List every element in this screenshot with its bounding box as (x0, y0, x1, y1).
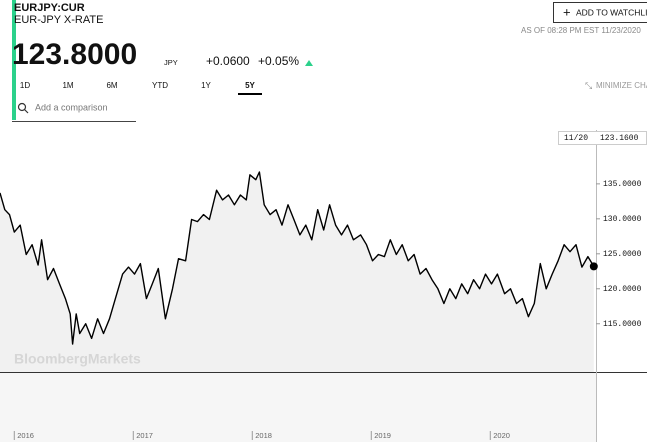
x-tick-label: 2019 (374, 431, 391, 440)
lower-panel (0, 372, 596, 442)
last-point (589, 262, 598, 271)
x-tick-label: 2016 (17, 431, 34, 440)
up-arrow (305, 60, 313, 66)
change: +0.0600 (206, 54, 250, 68)
price-line (0, 171, 595, 345)
y-tick-label: 120.0000 (603, 285, 642, 294)
as-of: AS OF 08:28 PM EST 11/23/2020 (521, 26, 641, 35)
x-tick-label: 2020 (493, 431, 510, 440)
minimize[interactable]: MINIMIZE CHART (596, 81, 647, 90)
plus-icon: + (563, 4, 571, 19)
tab[interactable]: 6M (106, 81, 117, 90)
search-icon (17, 102, 27, 112)
comparison-input[interactable]: Add a comparison (35, 102, 108, 112)
y-tick-label: 115.0000 (603, 320, 642, 329)
accent-bar (12, 0, 16, 120)
last-date: 11/20 (564, 134, 588, 143)
tab[interactable]: 1M (62, 81, 73, 90)
search-icon-handle (24, 109, 29, 114)
x-tick-label: 2018 (255, 431, 272, 440)
last-value: 123.1600 (600, 134, 639, 143)
watermark: BloombergMarkets (14, 351, 141, 367)
change-pct: +0.05% (258, 54, 299, 68)
tab[interactable]: 1Y (201, 81, 211, 90)
y-tick-label: 135.0000 (603, 180, 642, 189)
watchlist-label[interactable]: ADD TO WATCHLIST (576, 7, 647, 17)
y-tick-label: 130.0000 (603, 215, 642, 224)
tabs: 1D 1M 6M YTD 1Y 5Y (20, 81, 262, 95)
area (0, 172, 594, 372)
tab[interactable]: 1D (20, 81, 30, 90)
y-tick-label: 125.0000 (603, 250, 642, 259)
tab[interactable]: 5Y (245, 81, 255, 90)
ticker: EURJPY:CUR (14, 2, 85, 14)
currency: JPY (164, 58, 178, 67)
minimize-icon: ⤡ (585, 80, 592, 90)
instrument-name: EUR-JPY X-RATE (14, 14, 103, 26)
price: 123.8000 (12, 38, 137, 71)
watchlist-button[interactable] (553, 2, 647, 23)
tab[interactable]: YTD (152, 81, 168, 90)
plot: 135.0000 130.0000 125.0000 120.0000 115.0000… (0, 130, 647, 442)
x-tick-label: 2017 (136, 431, 153, 440)
